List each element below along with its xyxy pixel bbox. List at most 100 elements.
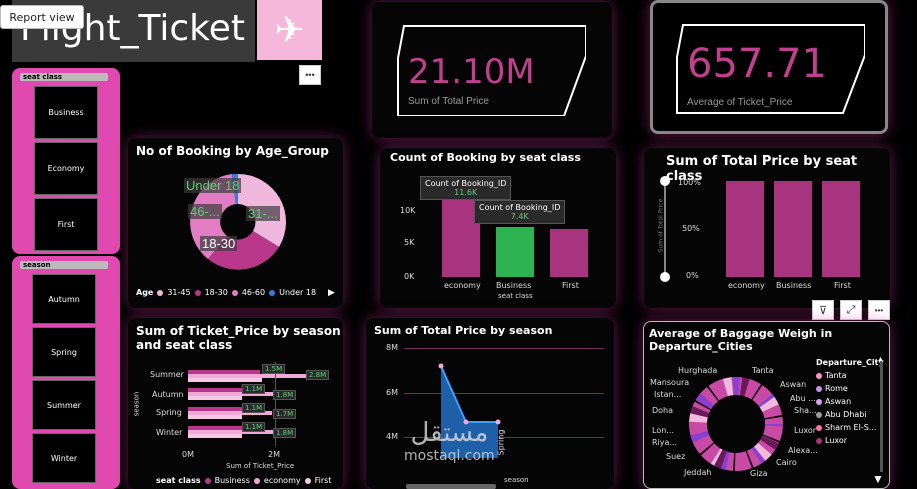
x-axis-label: season (504, 476, 529, 484)
seat-class-slicer: seat class Business Economy First (12, 68, 120, 254)
x-tick: Business (776, 281, 812, 290)
kpi-card-total-price: 21.10M Sum of Total Price (372, 2, 612, 138)
city-label: Mansoura (650, 378, 690, 387)
season-legend: seat class Business economy First (156, 476, 331, 485)
legend-dot (816, 437, 822, 444)
y-tick: 50% (682, 224, 700, 233)
city-label: Doha (652, 406, 674, 415)
legend-item: First (314, 476, 332, 485)
city-label: Riya... (652, 438, 678, 447)
city-label: Aswan (780, 380, 807, 389)
chart-title: Sum of Ticket_Price by season (136, 324, 341, 338)
city-label: Tanta (752, 366, 774, 375)
kpi-frame (397, 25, 586, 116)
slicer-item-summer[interactable]: Summer (32, 380, 96, 430)
kpi-frame (676, 24, 865, 114)
slicer-title: seat class (20, 73, 108, 81)
city-label: Giza (750, 469, 768, 478)
baggage-donut (689, 377, 783, 471)
legend-scrollbar[interactable] (880, 362, 883, 472)
slicer-item-economy[interactable]: Economy (34, 142, 98, 195)
gridline (404, 393, 604, 394)
legend-next-icon[interactable]: ▶ (328, 287, 335, 297)
filter-icon[interactable]: ⊽ (812, 300, 834, 320)
value-label: 1.5M (262, 364, 286, 374)
legend-dot (204, 477, 211, 484)
plane-icon: ✈ (257, 0, 322, 60)
legend-scroll-up-icon[interactable]: ▲ (877, 356, 884, 363)
chart-title: Sum of Total Price by season (374, 324, 553, 337)
price-season-chart: Sum of Total Price by season 8M 6M 4M Sp… (366, 318, 614, 489)
report-view-tooltip: Report view (0, 5, 84, 29)
bar-first (188, 378, 262, 382)
city-label: Istan... (654, 390, 682, 399)
x-tick: Spring (496, 429, 506, 456)
season-label: Spring (156, 408, 182, 417)
y-tick: 100% (678, 178, 701, 187)
legend-item: 31-45 (167, 288, 191, 297)
season-slicer: season Autumn Spring Summer Winter (12, 256, 120, 489)
legend-dot (304, 477, 311, 484)
x-tick: Business (496, 281, 532, 290)
slicer-item-spring[interactable]: Spring (32, 327, 96, 377)
legend-item: Abu Dhabi (825, 410, 867, 419)
watermark-arabic: مستقل (410, 418, 489, 448)
chart-title: Departure_Cities (649, 340, 753, 353)
y-range-slider[interactable] (664, 180, 666, 280)
city-label: Abu ... (790, 394, 816, 403)
legend-item: economy (263, 476, 301, 485)
value-label: 1.1M (242, 422, 266, 432)
slider-handle[interactable] (660, 176, 670, 186)
ticket-season-chart: Sum of Ticket_Price by season and seat c… (128, 318, 343, 489)
more-options-icon[interactable]: ••• (868, 300, 890, 320)
season-label: Winter (156, 428, 183, 437)
legend-scroll-down-icon[interactable]: ▼ (872, 472, 884, 486)
city-label: Lon... (652, 426, 674, 435)
y-tick: 0K (404, 272, 415, 281)
bar-first (188, 396, 242, 400)
slicer-item-first[interactable]: First (34, 198, 98, 251)
bar-business (188, 370, 260, 374)
bar-business (496, 227, 534, 277)
legend-dot (816, 411, 822, 418)
y-axis-label: season (132, 391, 141, 417)
bar-business (188, 426, 242, 430)
focus-mode-icon[interactable]: ⤢ (840, 300, 862, 320)
tooltip: Count of Booking_ID 11.6K (420, 176, 512, 200)
bar-business (188, 407, 242, 411)
value-label: 2.8M (306, 370, 330, 380)
bar-first (188, 415, 242, 419)
tooltip: Count of Booking_ID 7.4K (474, 200, 566, 224)
bar-economy (188, 392, 276, 396)
x-axis-label: Sum of Ticket_Price (226, 462, 295, 470)
bar-first (188, 434, 242, 438)
scrollbar[interactable] (406, 484, 496, 489)
city-label: Jeddah (684, 468, 712, 477)
slicer-item-winter[interactable]: Winter (32, 433, 96, 483)
kpi-value: 657.71 (687, 41, 827, 87)
more-options-button[interactable]: ••• (299, 65, 321, 85)
slicer-item-business[interactable]: Business (34, 86, 98, 139)
value-label: 1.8M (273, 428, 297, 438)
bar-economy (188, 411, 272, 415)
age-legend: Age 31-45 18-30 46-60 Under 18 (136, 288, 316, 297)
slicer-title: season (20, 261, 108, 269)
x-tick: 0M (182, 450, 194, 459)
slider-handle[interactable] (660, 272, 670, 282)
legend-dot (157, 289, 164, 296)
gridline (404, 348, 604, 349)
y-tick: 0% (686, 271, 699, 280)
legend-item: Rome (825, 384, 848, 393)
y-axis-label: Sum of Total Price (657, 198, 665, 253)
slicer-item-autumn[interactable]: Autumn (32, 274, 96, 324)
x-tick: economy (728, 281, 765, 290)
city-label: Sha... (794, 406, 817, 415)
legend-dot (194, 289, 201, 296)
legend-dot (269, 289, 276, 296)
season-area (438, 363, 501, 458)
gridline (275, 362, 276, 446)
bar-first (822, 181, 860, 277)
legend-item: Aswan (825, 397, 852, 406)
x-tick: First (834, 281, 851, 290)
donut-label: 31-... (246, 206, 280, 221)
